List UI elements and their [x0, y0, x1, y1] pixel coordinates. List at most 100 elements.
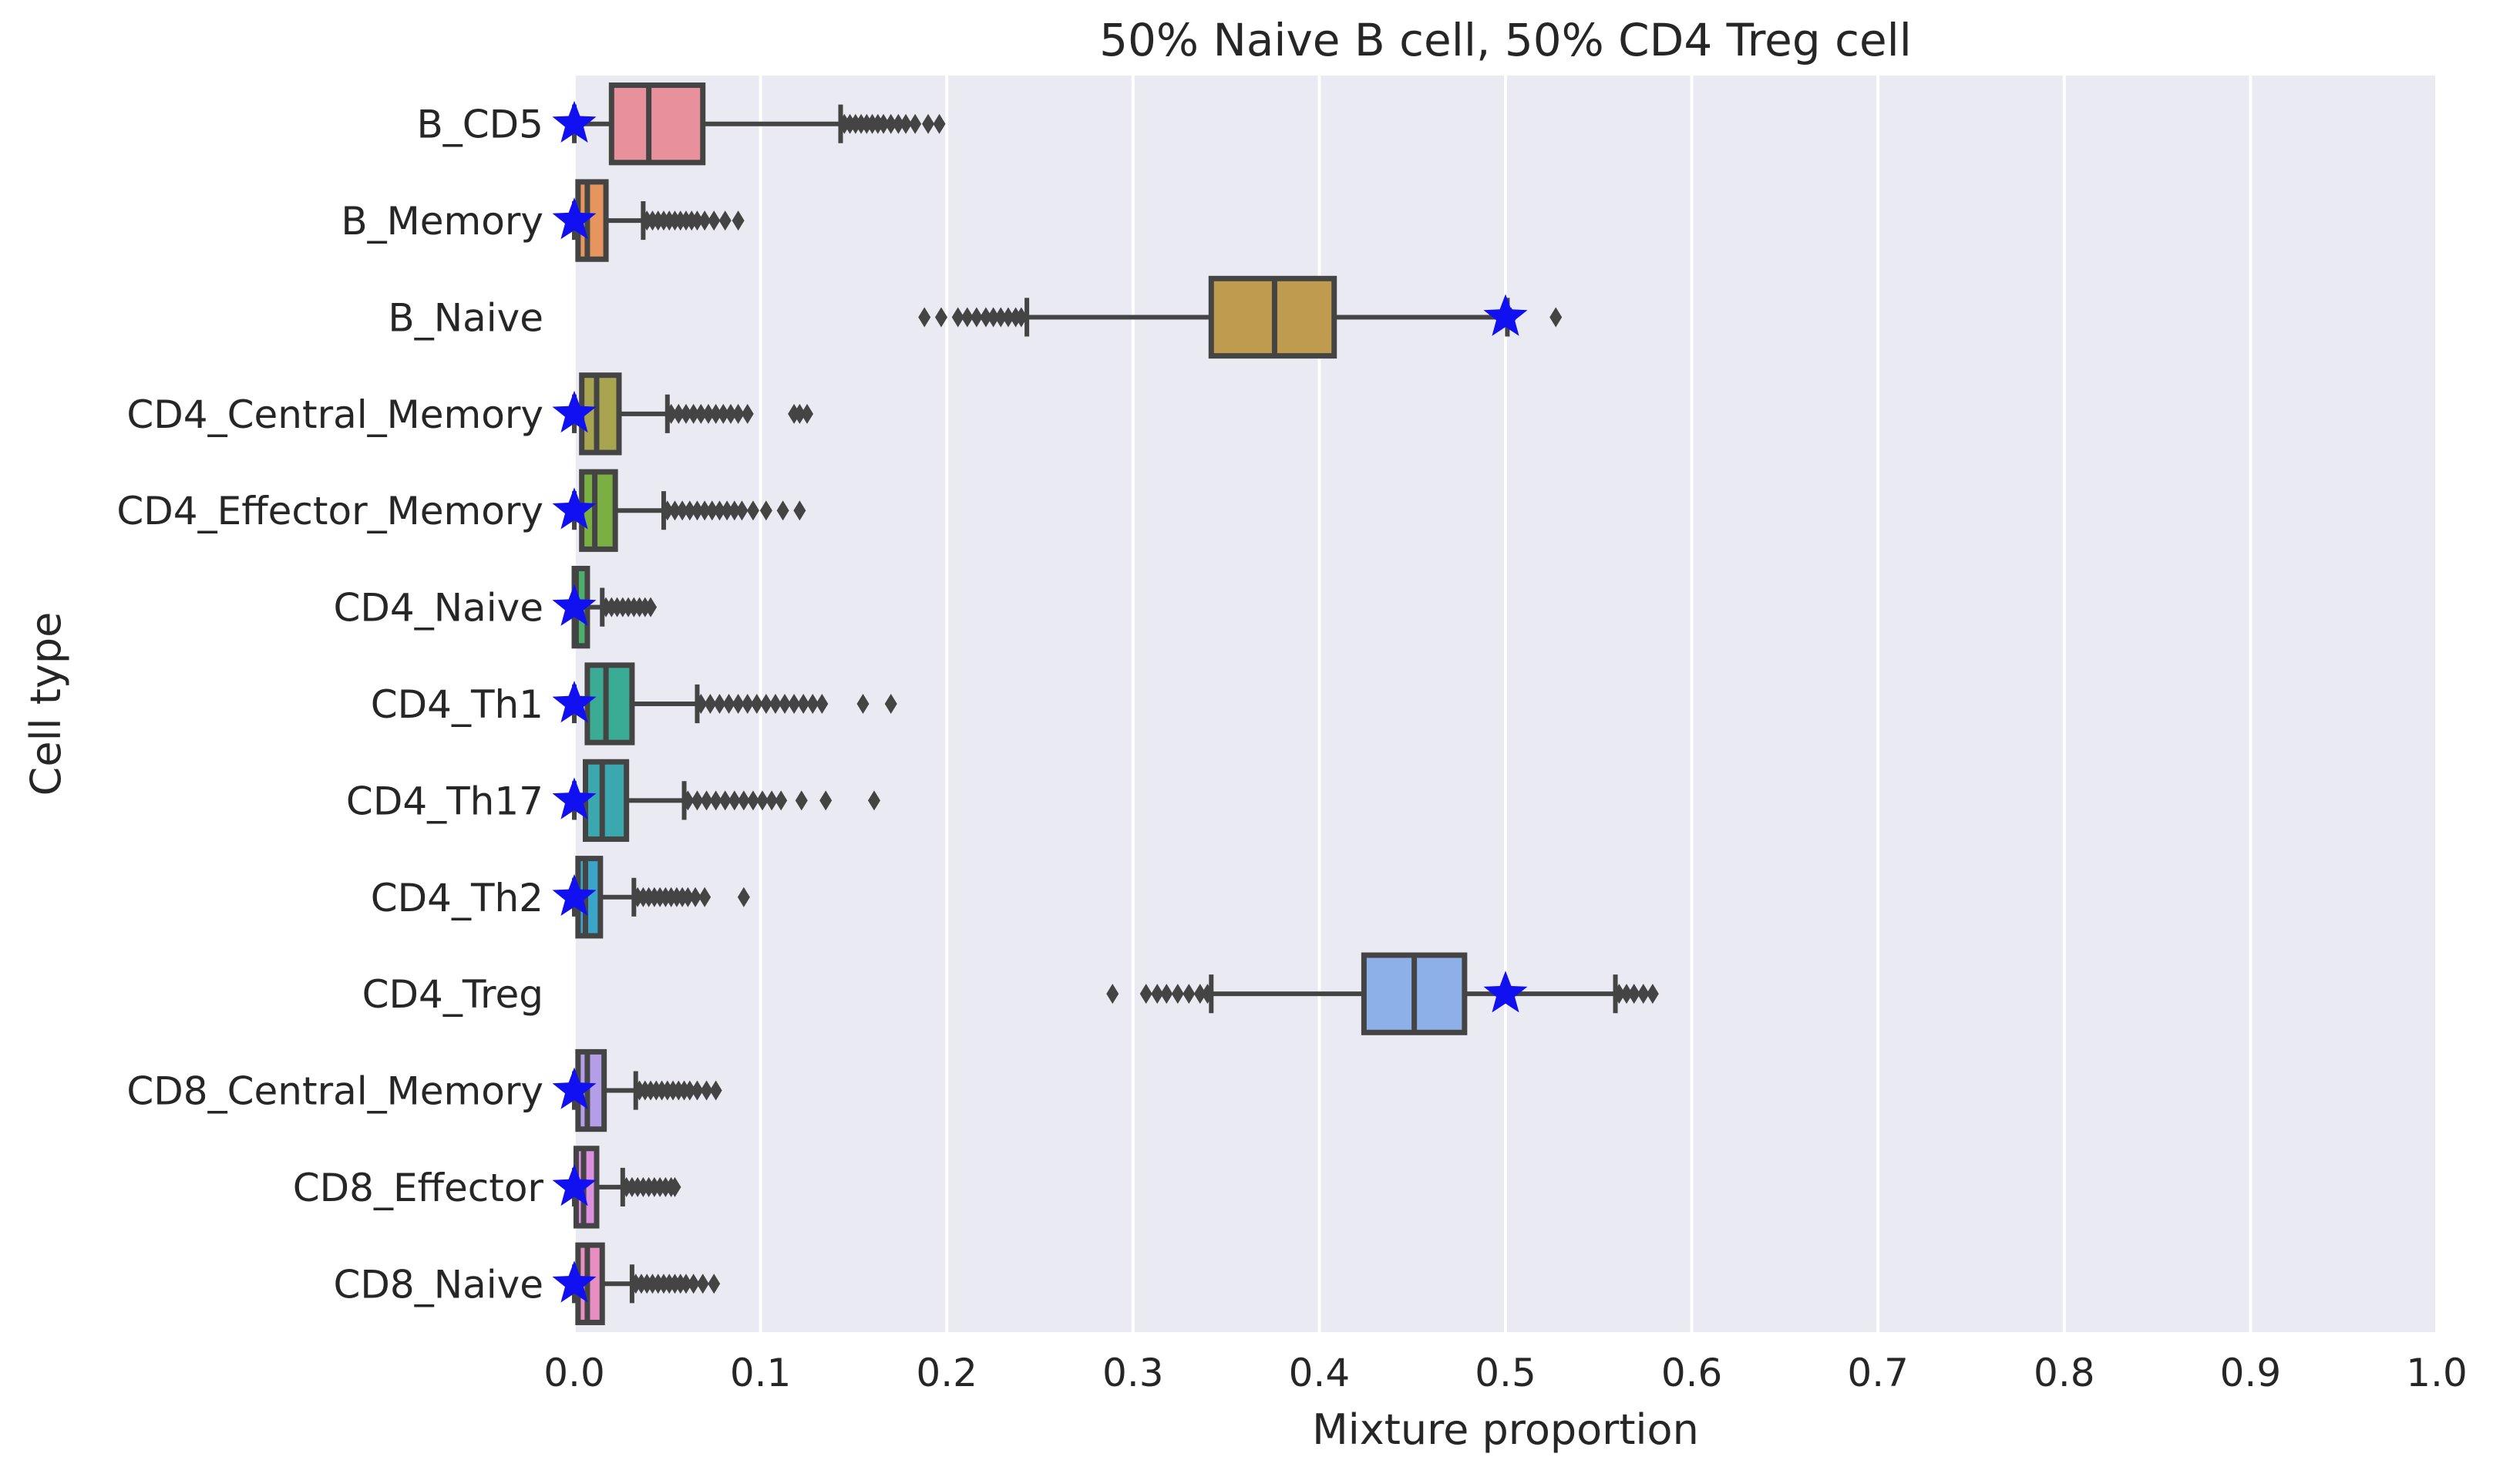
outlier-point [816, 694, 829, 714]
outlier-point [1151, 984, 1164, 1004]
y-tick-label: CD4_Central_Memory [126, 392, 543, 437]
truth-star [552, 1260, 597, 1303]
box-group [552, 1146, 681, 1229]
outlier-point [679, 1274, 692, 1294]
outlier-point [1201, 984, 1214, 1004]
outlier-point [713, 500, 726, 521]
outlier-point [867, 790, 880, 811]
box-group [552, 372, 813, 456]
outlier-point [1193, 984, 1206, 1004]
outlier-point [797, 694, 810, 714]
outlier-point [793, 403, 806, 424]
outlier-point [1183, 984, 1196, 1004]
outlier-point [979, 307, 992, 328]
outlier-point [1637, 984, 1650, 1004]
x-tick-label: 0.6 [1661, 1351, 1723, 1395]
outlier-point [769, 694, 782, 714]
box-group [552, 469, 806, 552]
box [582, 759, 630, 843]
outlier-point [687, 1274, 700, 1294]
outlier-point [698, 500, 712, 521]
outlier-point [700, 1080, 713, 1101]
y-tick-label: CD4_Effector_Memory [116, 489, 543, 533]
outlier-point [717, 403, 730, 424]
outlier-point [689, 887, 702, 907]
y-axis-label: Cell type [22, 612, 70, 796]
outlier-point [933, 113, 946, 134]
outlier-point [1160, 984, 1173, 1004]
outlier-point [746, 790, 759, 811]
box [608, 82, 706, 166]
outlier-point [644, 597, 658, 617]
outlier-point [756, 790, 769, 811]
outlier-point [765, 790, 779, 811]
outlier-point [661, 500, 674, 521]
outlier-point [679, 403, 692, 424]
outlier-point [732, 210, 745, 231]
box-group [552, 662, 897, 745]
outlier-point [681, 790, 695, 811]
outlier-point [709, 1080, 722, 1101]
chart-title: 50% Naive B cell, 50% CD4 Treg cell [1099, 14, 1912, 66]
truth-star [552, 584, 597, 626]
outlier-point [994, 307, 1008, 328]
x-tick-label: 0.9 [2220, 1351, 2282, 1395]
y-tick-label: CD4_Th2 [371, 876, 543, 920]
outlier-point [737, 790, 750, 811]
outlier-point [683, 500, 696, 521]
y-tick-label: CD4_Th1 [371, 682, 543, 727]
truth-star [552, 777, 597, 819]
box-group [552, 1048, 722, 1132]
outlier-point [922, 113, 935, 134]
outlier-point [691, 1080, 704, 1101]
outlier-point [664, 403, 678, 424]
outlier-point [700, 790, 713, 811]
x-tick-label: 0.2 [916, 1351, 977, 1395]
truth-star [552, 873, 597, 916]
y-tick-label: CD8_Central_Memory [126, 1069, 543, 1114]
outlier-point [776, 500, 789, 521]
outlier-point [698, 887, 712, 907]
x-tick-label: 0.0 [543, 1351, 605, 1395]
truth-star [552, 100, 597, 143]
outlier-point [701, 403, 715, 424]
outlier-point [668, 500, 681, 521]
box [579, 372, 622, 456]
box-group [918, 275, 1563, 359]
x-tick-label: 0.5 [1475, 1351, 1536, 1395]
outlier-point [728, 790, 741, 811]
box-group [552, 565, 658, 649]
y-tick-label: CD4_Th17 [346, 779, 543, 823]
outlier-point [788, 694, 801, 714]
x-tick-label: 0.8 [2034, 1351, 2095, 1395]
outlier-point [698, 210, 712, 231]
outlier-point [724, 403, 737, 424]
outlier-point [1613, 984, 1626, 1004]
x-tick-label: 1.0 [2406, 1351, 2468, 1395]
x-axis-label: Mixture proportion [1312, 1405, 1699, 1454]
outlier-point [691, 790, 704, 811]
outlier-point [892, 113, 905, 134]
outlier-point [1001, 307, 1014, 328]
outlier-point [801, 403, 813, 424]
outlier-point [951, 307, 964, 328]
truth-star [1483, 971, 1528, 1013]
outlier-point [681, 887, 695, 907]
outlier-point [856, 694, 870, 714]
outlier-point [775, 790, 788, 811]
y-tick-label: B_Memory [341, 199, 543, 244]
outlier-point [722, 694, 735, 714]
box-group [1106, 952, 1659, 1035]
outlier-point [718, 790, 732, 811]
outlier-point [1627, 984, 1640, 1004]
truth-star [1483, 294, 1528, 336]
y-tick-label: B_CD5 [416, 103, 543, 147]
outlier-point [819, 790, 833, 811]
outlier-point [691, 500, 704, 521]
truth-star [552, 390, 597, 433]
outlier-point [909, 113, 922, 134]
outlier-point [713, 694, 726, 714]
outlier-point [683, 1080, 696, 1101]
outlier-point [1014, 307, 1028, 328]
